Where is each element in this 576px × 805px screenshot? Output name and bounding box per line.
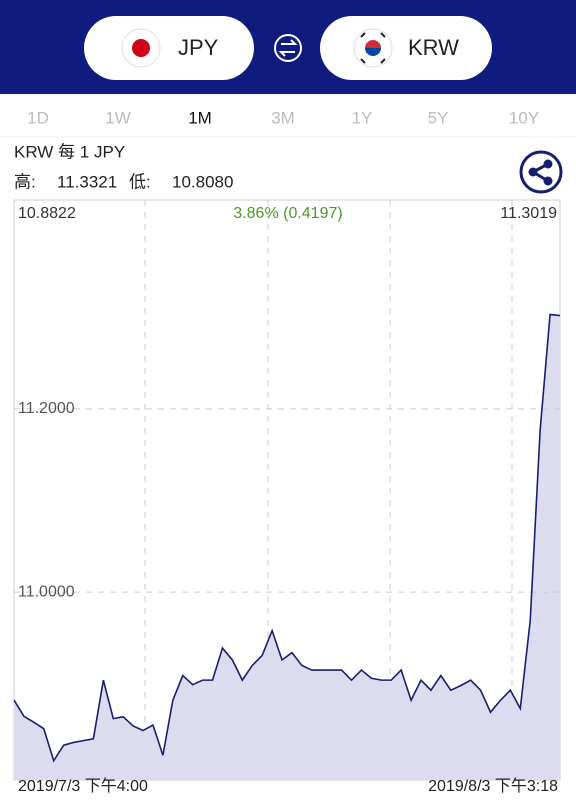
low-label: 低: — [129, 172, 151, 191]
plot: 11.0000 11.2000 — [13, 313, 561, 780]
line — [13, 313, 561, 763]
share-button[interactable] — [519, 150, 563, 194]
change-value: 3.86% (0.4197) — [233, 205, 342, 222]
tab[interactable]: 5Y — [428, 108, 449, 127]
area — [14, 314, 560, 780]
open-value: 10.8822 — [18, 205, 76, 222]
tab[interactable]: 3M — [271, 108, 295, 127]
from-currency-button[interactable]: JPY — [84, 16, 254, 80]
tab-bar: 1D 1W 1M 3M 1Y 5Y 10Y — [0, 108, 576, 138]
tab[interactable]: 1Y — [352, 108, 373, 127]
to-currency: KRW — [408, 35, 459, 60]
to-currency-button[interactable]: KRW — [320, 16, 492, 80]
from-currency: JPY — [178, 35, 219, 60]
close-value: 11.3019 — [500, 205, 557, 222]
tab[interactable]: 1D — [27, 108, 49, 127]
y-tick-label: 11.0000 — [18, 583, 75, 600]
x-start-label: 2019/7/3 下午4:00 — [18, 777, 148, 795]
high-label: 高: — [14, 172, 36, 191]
swap-button[interactable] — [274, 34, 302, 62]
pair-label: KRW 每 1 JPY — [14, 142, 125, 161]
x-end-label: 2019/8/3 下午3:18 — [428, 777, 558, 795]
tab[interactable]: 1M — [188, 108, 212, 127]
high-value: 11.3321 — [57, 172, 117, 191]
tab[interactable]: 1W — [105, 108, 131, 127]
low-value: 10.8080 — [172, 172, 233, 191]
tab[interactable]: 10Y — [509, 108, 539, 127]
y-tick-label: 11.2000 — [18, 400, 75, 417]
